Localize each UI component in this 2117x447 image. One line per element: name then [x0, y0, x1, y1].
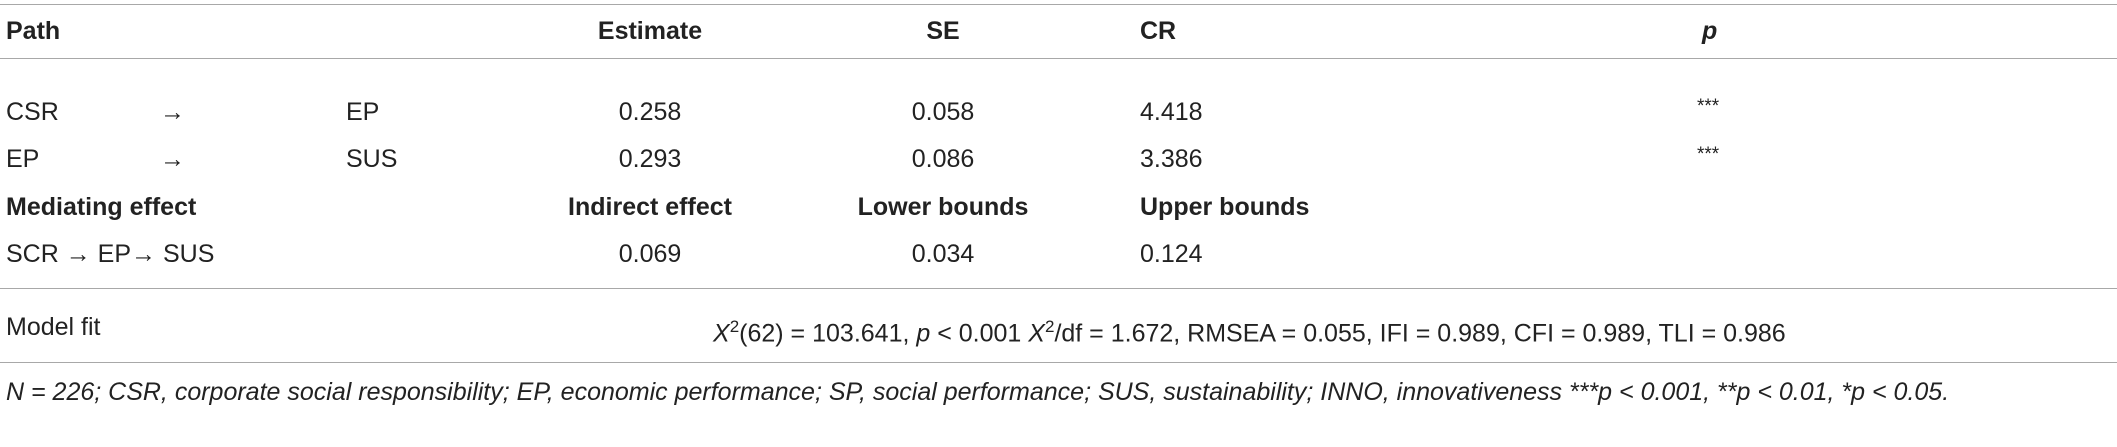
row1-to: EP [346, 98, 380, 126]
row2-se: 0.086 [911, 145, 975, 173]
table-footnote: N = 226; CSR, corporate social responsib… [6, 378, 1950, 406]
header-rule [0, 58, 2117, 59]
header-estimate: Estimate [597, 17, 703, 45]
row1-se: 0.058 [911, 98, 975, 126]
row2-cr: 3.386 [1140, 145, 1203, 173]
header-upper-bounds: Upper bounds [1140, 193, 1310, 221]
chi-square-superscript: 2 [729, 317, 740, 336]
mediation-indirect: 0.069 [618, 240, 682, 268]
row2-p: *** [1697, 144, 1720, 165]
p-value: < 0.001 [930, 319, 1029, 348]
chi-square-df-symbol: X [1028, 319, 1045, 348]
header-cr: CR [1140, 17, 1177, 45]
chi-square-df-superscript: 2 [1044, 317, 1055, 336]
model-fit-value: X2(62) = 103.641, p < 0.001 X2/df = 1.67… [713, 312, 1786, 348]
row2-arrow-icon: → [160, 145, 185, 173]
model-fit-rule [0, 288, 2117, 289]
top-rule [0, 4, 2117, 5]
header-se: SE [926, 17, 960, 45]
chi-square-value: (62) = 103.641, [739, 319, 917, 348]
p-symbol: p [916, 319, 931, 348]
bottom-rule [0, 362, 2117, 363]
chi-square-symbol: X [713, 319, 730, 348]
row2-to: SUS [346, 145, 398, 173]
header-path: Path [6, 17, 61, 45]
row1-arrow-icon: → [160, 98, 185, 126]
model-fit-label: Model fit [6, 313, 101, 341]
row2-estimate: 0.293 [618, 145, 682, 173]
header-p: p [1702, 17, 1718, 45]
mediation-lower: 0.034 [911, 240, 975, 268]
row2-from: EP [6, 145, 40, 173]
mediating-effect-label: Mediating effect [6, 193, 197, 221]
mediation-path: SCR → EP→ SUS [6, 240, 215, 268]
fit-indices: /df = 1.672, RMSEA = 0.055, IFI = 0.989,… [1054, 319, 1786, 348]
row1-estimate: 0.258 [618, 98, 682, 126]
row1-p: *** [1697, 96, 1720, 117]
row1-from: CSR [6, 98, 59, 126]
header-indirect-effect: Indirect effect [568, 193, 732, 221]
header-lower-bounds: Lower bounds [857, 193, 1029, 221]
mediation-upper: 0.124 [1140, 240, 1203, 268]
row1-cr: 4.418 [1140, 98, 1203, 126]
